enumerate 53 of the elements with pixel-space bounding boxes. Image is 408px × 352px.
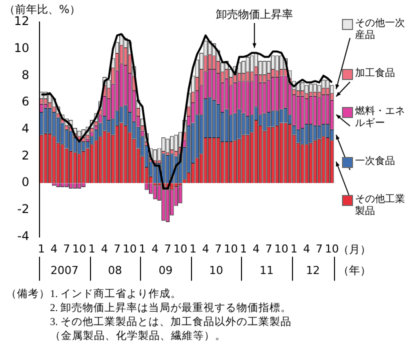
y-tick-label: 0 bbox=[22, 175, 30, 190]
text: （備考） bbox=[6, 288, 50, 302]
x-tick-label: 4 bbox=[101, 242, 108, 256]
legend-label: 燃料・エネルギー bbox=[355, 106, 406, 130]
legend-label: その他工業製品 bbox=[355, 194, 406, 218]
x-tick-label: 4 bbox=[303, 242, 310, 256]
text: （月） bbox=[338, 243, 371, 256]
text: （年） bbox=[338, 264, 371, 278]
y-tick-label: 4 bbox=[22, 122, 30, 136]
y-tick-label: 8 bbox=[22, 68, 30, 82]
x-tick-label: 10 bbox=[224, 242, 238, 256]
series-label: 卸売物価上昇率 bbox=[216, 8, 293, 20]
text: 3. その他工業製品とは、加工食品以外の工業製品 bbox=[50, 316, 292, 330]
text: 2007 bbox=[50, 264, 79, 278]
y-axis-title: （前年比、%） bbox=[4, 2, 80, 16]
text: 12 bbox=[306, 264, 320, 278]
x-tick-label: 10 bbox=[72, 242, 86, 256]
x-tick-label: 1 bbox=[189, 242, 196, 256]
text: 09 bbox=[158, 264, 173, 278]
y-tick-label: 2 bbox=[22, 148, 30, 162]
text: （金属製品、化学製品、繊維等）。 bbox=[50, 330, 227, 344]
legend-label: 一次食品 bbox=[355, 156, 396, 168]
text: 10 bbox=[209, 264, 224, 278]
text: 11 bbox=[260, 264, 274, 278]
x-tick-label: 7 bbox=[265, 242, 272, 256]
x-tick-label: 7 bbox=[316, 242, 323, 256]
x-tick-label: 10 bbox=[324, 242, 339, 256]
x-tick-label: 10 bbox=[122, 242, 137, 256]
text: 2. 卸売物価上昇率は当局が最重視する物価指標。 bbox=[50, 302, 292, 316]
y-tick-label: 12 bbox=[14, 14, 30, 28]
x-tick-label: 4 bbox=[252, 242, 260, 256]
text: 08 bbox=[108, 264, 122, 278]
x-tick-label: 4 bbox=[152, 242, 159, 256]
text: 1. インド商工省より作成。 bbox=[50, 288, 182, 302]
y-tick-label: 10 bbox=[14, 40, 30, 55]
x-tick-label: 10 bbox=[173, 242, 188, 256]
legend-label: 加工食品 bbox=[355, 68, 396, 80]
x-tick-label: 1 bbox=[138, 242, 146, 256]
x-tick-label: 7 bbox=[164, 242, 172, 256]
x-tick-label: 4 bbox=[50, 242, 58, 256]
x-tick-label: 10 bbox=[274, 242, 288, 256]
y-tick-label: -2 bbox=[17, 202, 30, 216]
x-tick-label: 7 bbox=[214, 242, 222, 256]
x-tick-label: 4 bbox=[202, 242, 210, 256]
y-tick-label: 6 bbox=[22, 94, 30, 109]
x-tick-label: 1 bbox=[88, 242, 96, 256]
legend-label: その他一次産品 bbox=[355, 18, 406, 42]
x-tick-label: 1 bbox=[240, 242, 247, 256]
x-tick-label: 1 bbox=[290, 242, 298, 256]
x-tick-label: 7 bbox=[63, 242, 70, 256]
y-tick-label: -4 bbox=[17, 228, 30, 243]
x-tick-label: 1 bbox=[38, 242, 45, 256]
x-tick-label: 7 bbox=[114, 242, 121, 256]
